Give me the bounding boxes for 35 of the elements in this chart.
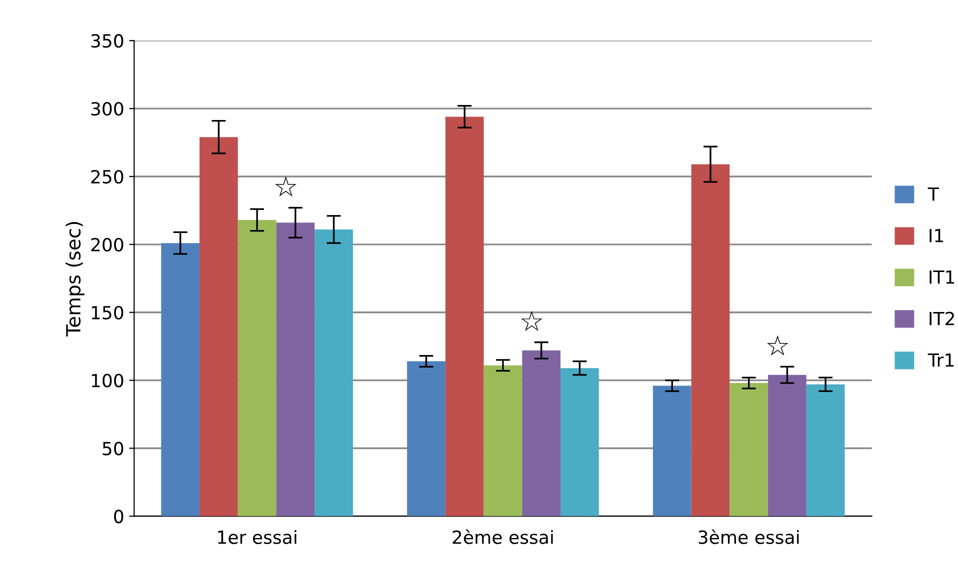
y-tick-label: 250	[91, 170, 124, 184]
annotation: ☆	[275, 176, 296, 197]
bar	[484, 365, 522, 516]
y-tick-label: 150	[92, 306, 124, 320]
y-tick-label: 0	[114, 510, 124, 524]
bar	[768, 374, 806, 516]
y-axis-title: Temps (sec)	[66, 222, 84, 336]
bar	[161, 243, 200, 516]
bar	[276, 222, 315, 516]
bar	[806, 384, 845, 516]
x-tick-label: 2ème essai	[452, 529, 553, 544]
annotation: ☆	[521, 310, 542, 332]
bar	[560, 368, 599, 516]
bar	[314, 229, 353, 516]
bar	[238, 220, 276, 516]
y-tick-label: 50	[102, 442, 124, 456]
y-tick-label: 200	[91, 238, 124, 252]
bar	[730, 383, 768, 516]
bar	[407, 361, 446, 516]
legend-label: Tr1	[928, 353, 954, 367]
y-tick-label: 300	[91, 102, 124, 116]
legend-label: IT1	[930, 270, 954, 284]
x-tick-label: 1er essai	[218, 530, 296, 544]
bar	[445, 116, 484, 516]
bar	[691, 164, 730, 516]
bar	[652, 386, 692, 516]
annotation: ☆	[766, 335, 788, 356]
bar	[200, 137, 238, 516]
y-tick-label: 100	[92, 374, 124, 388]
legend-label: I1	[930, 229, 944, 242]
legend-label: IT2	[930, 312, 954, 326]
legend-label: T	[928, 188, 939, 201]
x-tick-label: 3ème essai	[698, 529, 799, 544]
y-tick-label: 350	[91, 34, 124, 48]
bar	[522, 350, 560, 516]
